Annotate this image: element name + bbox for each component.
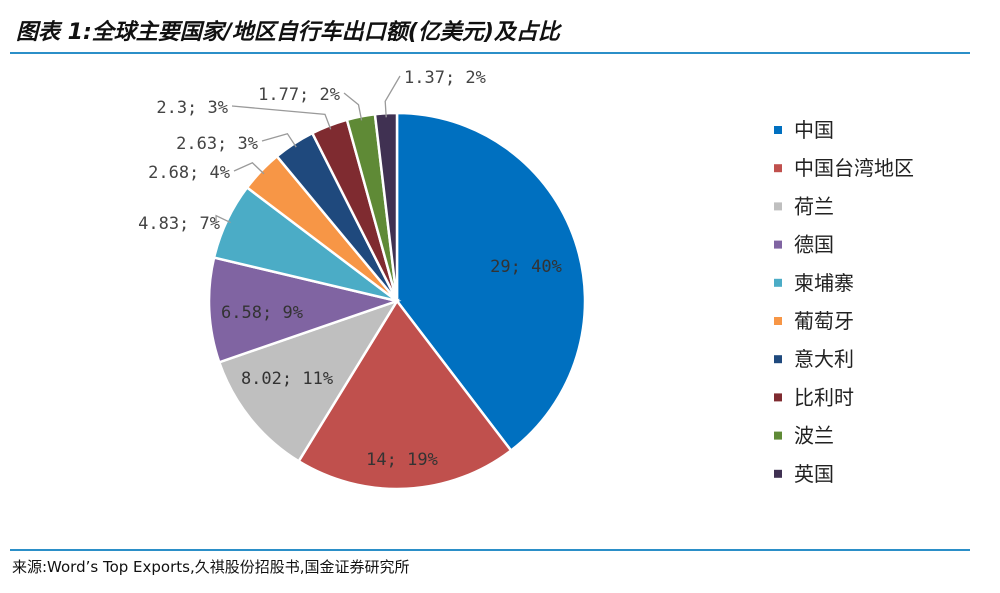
data-label-10: 1.37; 2%: [404, 68, 486, 88]
legend-swatch-6: [774, 317, 782, 325]
pie-slice-4: [207, 256, 402, 364]
legend-label-8: 比利时: [794, 385, 854, 409]
legend-label-7: 意大利: [794, 347, 854, 371]
legend-swatch-5: [774, 278, 782, 287]
data-label-9: 1.77; 2%: [258, 85, 340, 105]
legend-swatch-3: [774, 202, 782, 211]
source-note: 来源:Word’s Top Exports,久祺股份招股书,国金证券研究所: [12, 558, 410, 576]
legend-swatch-8: [774, 393, 782, 402]
pie-slice-1: [395, 111, 587, 453]
legend-swatch-7: [774, 355, 782, 364]
figure-title: 图表 1:全球主要国家/地区自行车出口额(亿美元)及占比: [16, 20, 560, 45]
pie-slice-2: [296, 298, 513, 491]
pie-slice-3: [217, 298, 400, 463]
leader-line-5: [215, 214, 231, 224]
legend-swatch-1: [774, 126, 782, 134]
legend-swatch-10: [774, 469, 782, 478]
leader-line-9: [343, 92, 363, 121]
title-rule: [10, 52, 970, 54]
legend-label-2: 中国台湾地区: [794, 156, 914, 180]
data-label-7: 2.63; 3%: [176, 134, 258, 154]
data-label-5: 4.83; 7%: [138, 214, 220, 234]
legend-swatch-9: [774, 431, 782, 440]
data-label-8: 2.3; 3%: [156, 98, 228, 118]
data-label-1: 29; 40%: [490, 257, 562, 277]
data-label-3: 8.02; 11%: [241, 369, 333, 389]
source-rule: [10, 549, 970, 551]
legend-swatch-2: [774, 164, 782, 173]
legend-label-5: 柬埔寨: [794, 271, 854, 295]
leader-lines: [215, 75, 401, 224]
legend-label-10: 英国: [794, 462, 834, 486]
leader-line-6: [233, 162, 265, 175]
leader-line-7: [261, 132, 297, 148]
legend-label-6: 葡萄牙: [794, 309, 854, 333]
legend-label-1: 中国: [794, 118, 834, 142]
legend-label-9: 波兰: [794, 424, 834, 448]
legend-label-4: 德国: [794, 233, 834, 257]
legend-swatch-4: [774, 240, 782, 249]
data-label-2: 14; 19%: [366, 450, 438, 470]
legend-label-3: 荷兰: [794, 194, 834, 218]
data-label-4: 6.58; 9%: [221, 303, 303, 323]
data-labels: 29; 40% 14; 19% 8.02; 11% 6.58; 9% 4.83; 7% 2…: [138, 68, 562, 470]
data-label-6: 2.68; 4%: [148, 163, 230, 183]
pie-slices: [207, 111, 587, 491]
leader-line-10: [384, 75, 401, 118]
leader-line-8: [231, 105, 332, 130]
